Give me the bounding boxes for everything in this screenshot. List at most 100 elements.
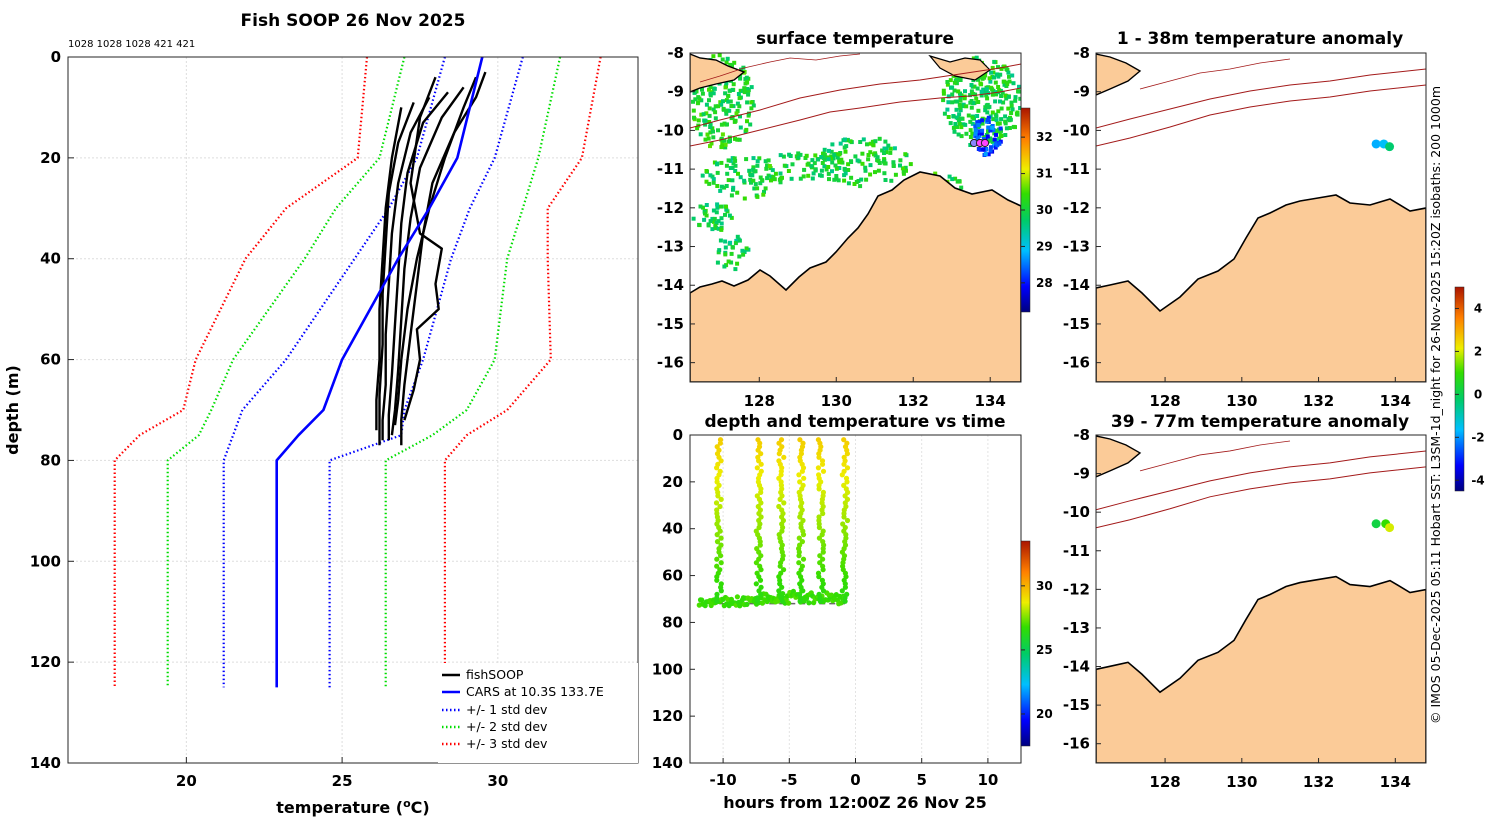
depth-time-point xyxy=(757,577,764,583)
sst-pixel xyxy=(722,185,727,190)
sst-pixel xyxy=(778,153,783,158)
sst-pixel xyxy=(970,115,975,120)
sst-pixel xyxy=(717,53,722,58)
sst-pixel xyxy=(704,179,709,184)
sst-pixel xyxy=(733,158,738,163)
map-ytick-label: -15 xyxy=(1063,315,1090,333)
depth-time-ytick-label: 100 xyxy=(652,660,683,678)
legend-label-std3: +/- 3 std dev xyxy=(466,736,548,751)
fishsoop-profile-0 xyxy=(400,71,487,446)
depth-time-point xyxy=(715,493,721,499)
sst-pixel xyxy=(727,88,732,93)
cars-minus1-line xyxy=(222,56,446,688)
sst-pixel xyxy=(981,87,986,92)
sst-pixel xyxy=(735,190,740,195)
anomaly-cb-tick-label: 2 xyxy=(1474,344,1482,358)
sst-pixel xyxy=(698,132,703,137)
depth-time-point xyxy=(797,514,803,520)
sst-pixel xyxy=(827,177,831,182)
sst-pixel xyxy=(979,93,984,98)
sst-pixel xyxy=(958,95,963,100)
legend-label-cars: CARS at 10.3S 133.7E xyxy=(466,684,604,699)
sst-pixel xyxy=(744,75,749,80)
sst-pixel xyxy=(1006,106,1011,111)
depth-time-point xyxy=(713,500,720,506)
sst-pixel xyxy=(908,162,913,167)
map-ytick-label: -11 xyxy=(1063,160,1090,178)
sst-pixel xyxy=(733,163,738,168)
depth-time-title: depth and temperature vs time xyxy=(705,412,1006,432)
sst-pixel xyxy=(704,169,709,173)
sst-pixel xyxy=(707,181,712,186)
sst-pixel xyxy=(704,213,709,218)
sst-pixel xyxy=(705,132,710,137)
depth-time-point xyxy=(800,532,807,538)
sst-pixel xyxy=(953,176,958,181)
sst-pixel xyxy=(1003,119,1008,124)
sst-pixel xyxy=(729,251,734,256)
sst-pixel xyxy=(1009,111,1014,115)
depth-time-ytick-label: 40 xyxy=(662,520,683,538)
sst-pixel xyxy=(730,245,735,250)
sst-pixel xyxy=(707,113,712,118)
depth-time-point xyxy=(819,461,826,467)
sst-pixel xyxy=(718,100,723,105)
sst-pixel xyxy=(964,131,969,136)
sst-pixel xyxy=(1010,107,1015,112)
legend-box xyxy=(438,663,638,763)
sst-pixel xyxy=(853,154,858,159)
depth-time-point xyxy=(820,556,826,562)
sst-pixel xyxy=(695,126,700,131)
sst-pixel xyxy=(975,136,980,141)
sst-pixel xyxy=(877,136,882,141)
sst-pixel xyxy=(956,132,961,137)
sst-pixel xyxy=(822,147,827,152)
map-ytick-label: -12 xyxy=(1063,199,1090,217)
sst-pixel xyxy=(691,216,696,221)
depth-time-point xyxy=(820,468,827,474)
depth-time-point xyxy=(781,500,787,506)
sst-pixel xyxy=(976,123,981,127)
sst-pixel xyxy=(958,105,963,110)
sst-pixel xyxy=(748,177,753,182)
depth-time-point xyxy=(841,514,847,520)
fishsoop-profile-1 xyxy=(393,76,478,426)
sst-pixel xyxy=(1006,94,1011,99)
map-xtick-label: 128 xyxy=(744,392,775,410)
sst-pixel xyxy=(723,252,728,257)
sst-pixel xyxy=(982,75,987,80)
depth-time-point xyxy=(806,600,812,606)
sst-pixel xyxy=(810,158,815,163)
sst-pixel xyxy=(819,155,824,159)
sst-pixel xyxy=(846,181,851,186)
sst-pixel xyxy=(729,215,734,220)
sst-pixel xyxy=(731,161,736,166)
anomaly-land-north xyxy=(1096,53,1142,96)
depth-time-point xyxy=(842,584,849,590)
sst-pixel xyxy=(1013,95,1018,100)
sst-pixel xyxy=(830,142,835,147)
sst-pixel xyxy=(849,160,854,164)
anomaly-point xyxy=(1371,519,1381,529)
sst-pixel xyxy=(710,174,715,179)
sst-pixel xyxy=(832,177,837,182)
sst-pixel xyxy=(719,122,724,127)
sst-pixel xyxy=(988,128,993,133)
depth-time-point xyxy=(714,539,721,545)
sst-pixel xyxy=(769,178,773,183)
sst-tick-labels: -8 -9 -10 -11 -12 -13 -14 -15 -16 128 130 132 134 xyxy=(657,44,1006,410)
sst-isobath-north xyxy=(699,53,861,83)
sst-pixel xyxy=(957,121,962,126)
sst-pixel xyxy=(708,144,712,149)
cars-minus2-line xyxy=(166,56,406,688)
sst-pixel xyxy=(711,129,715,134)
sst-pixel xyxy=(806,173,811,178)
sst-pixel xyxy=(844,144,849,149)
sst-pixel xyxy=(749,106,754,111)
depth-time-point xyxy=(718,496,724,502)
sst-pixel xyxy=(735,137,740,142)
sst-pixel xyxy=(778,180,783,185)
sst-pixel xyxy=(693,97,698,102)
sst-pixel xyxy=(988,137,993,142)
sst-pixel xyxy=(723,212,727,217)
